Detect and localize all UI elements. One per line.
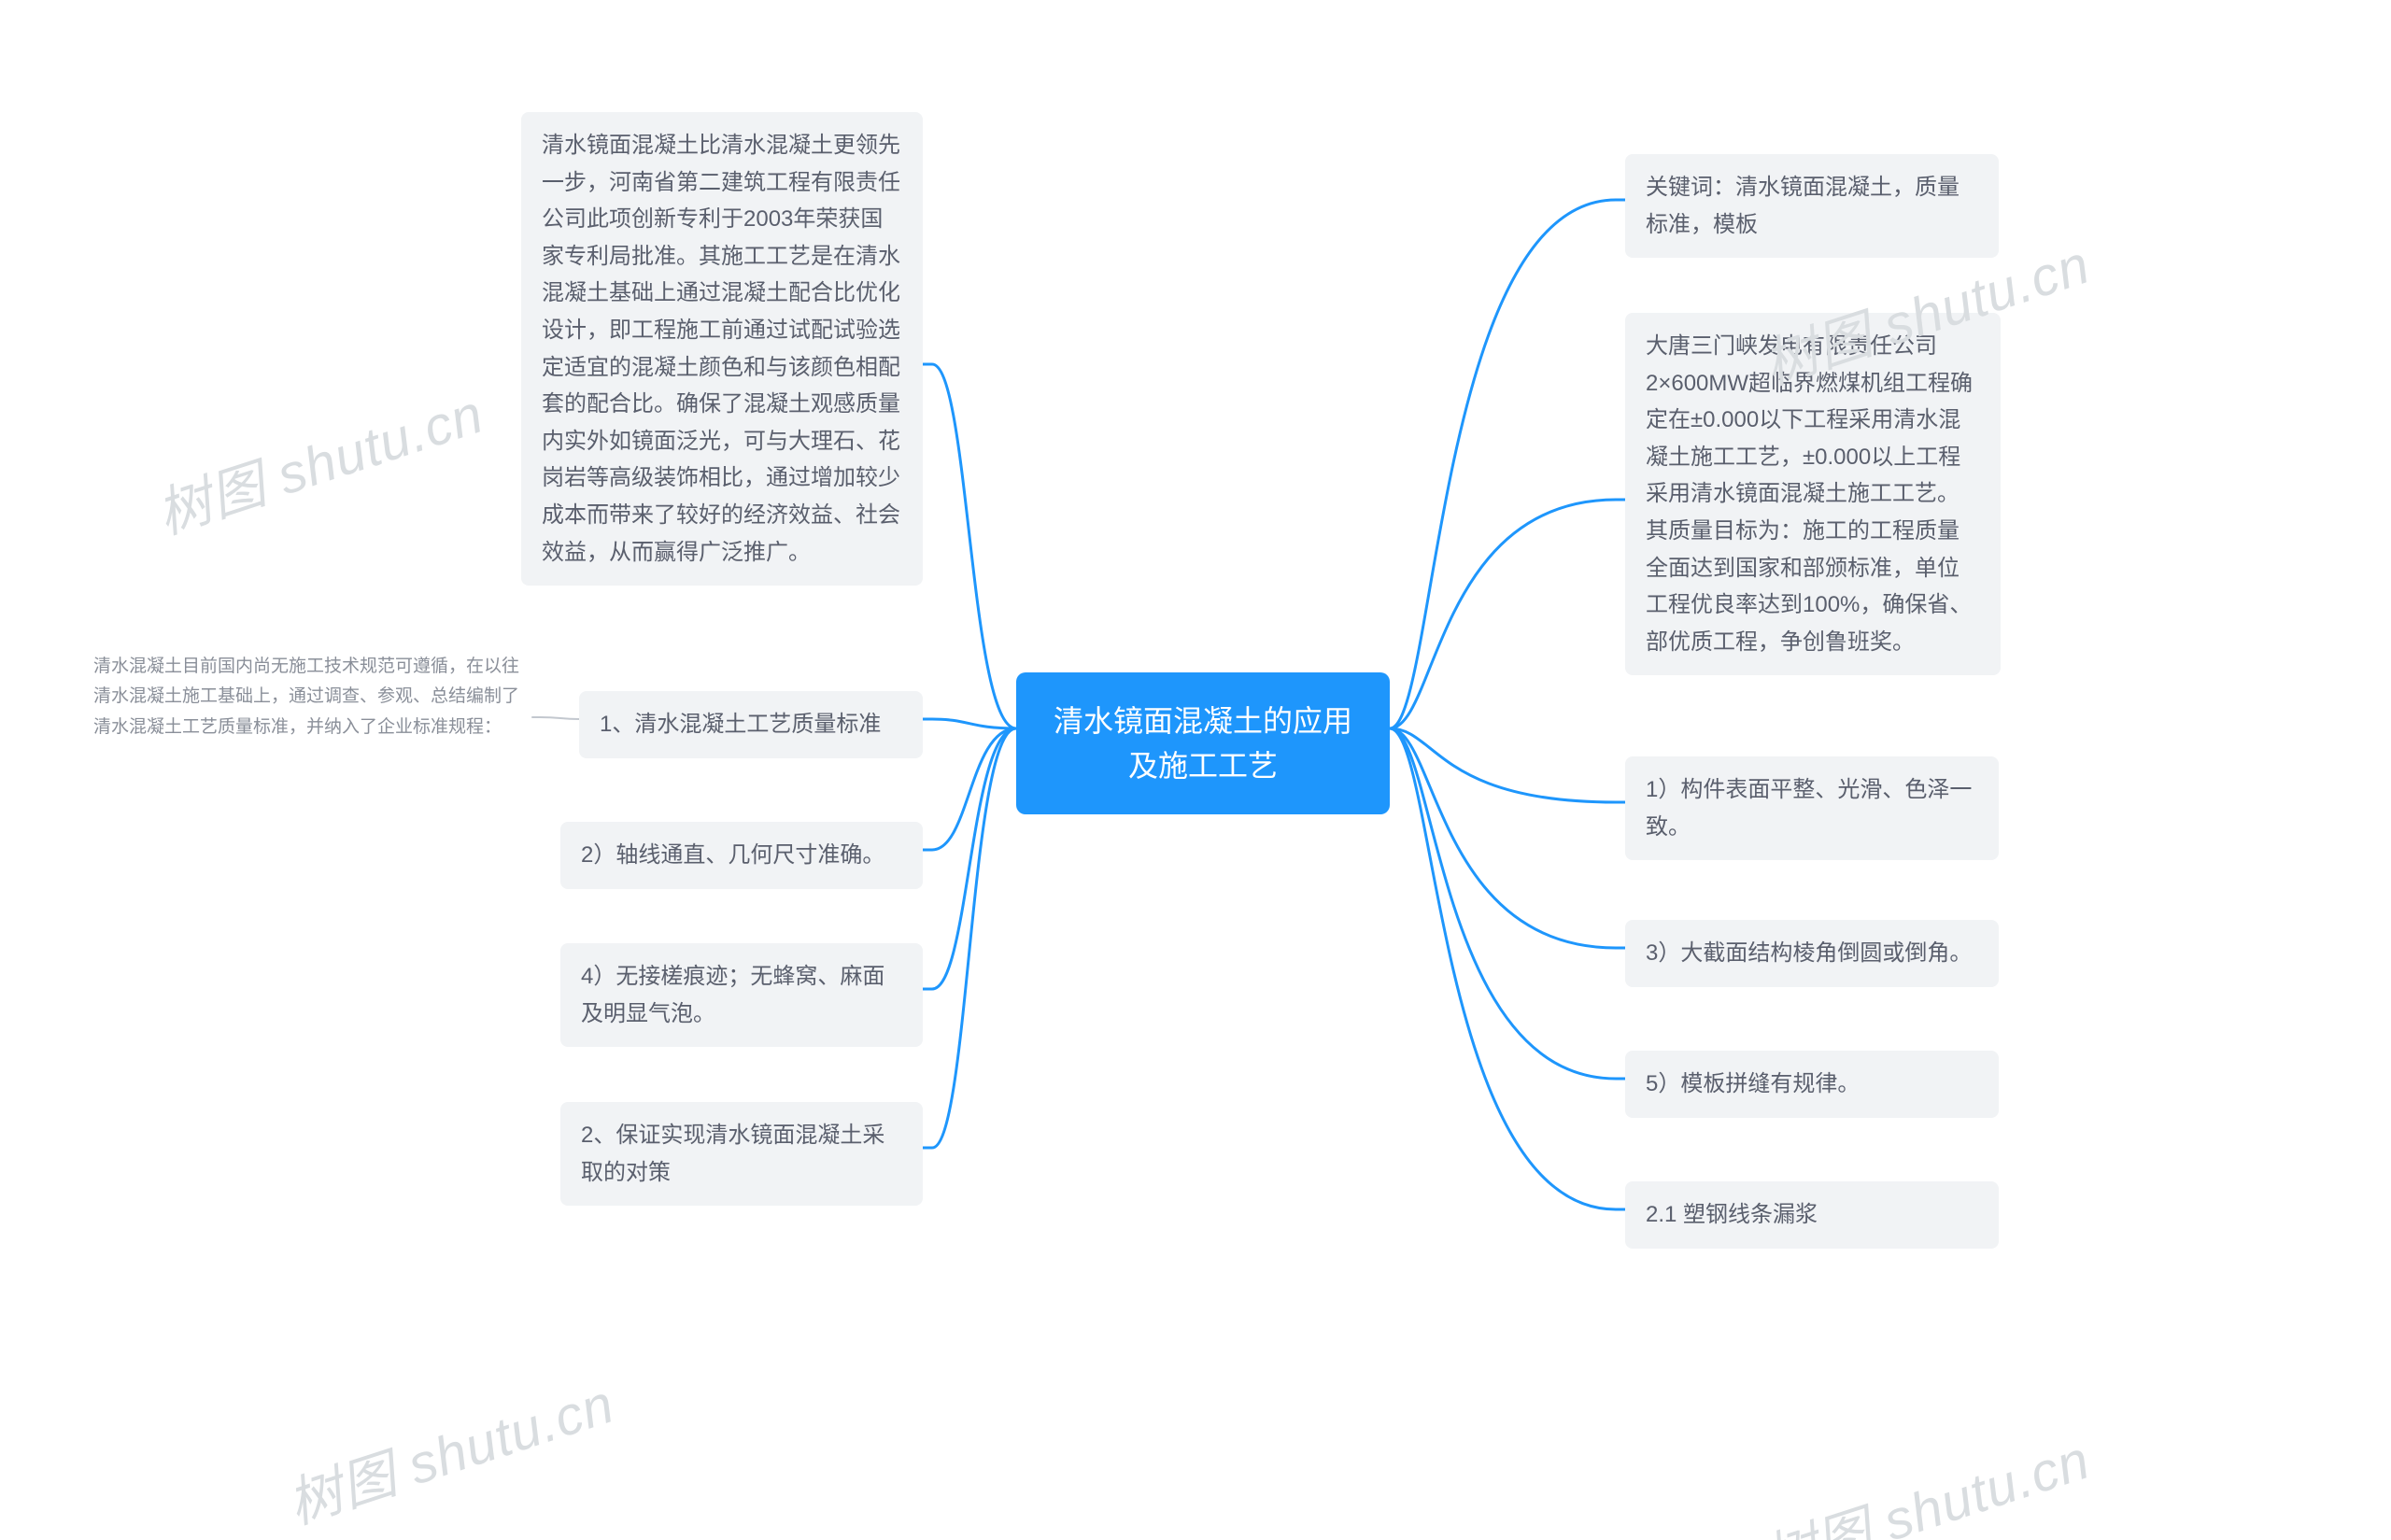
left-node-1[interactable]: 1、清水混凝土工艺质量标准 <box>579 691 923 758</box>
right-node-2[interactable]: 1）构件表面平整、光滑、色泽一致。 <box>1625 756 1999 860</box>
right-node-3[interactable]: 3）大截面结构棱角倒圆或倒角。 <box>1625 920 1999 987</box>
right-node-1[interactable]: 大唐三门峡发电有限责任公司2×600MW超临界燃煤机组工程确定在±0.000以下… <box>1625 313 2001 675</box>
left-node-3[interactable]: 4）无接槎痕迹；无蜂窝、麻面及明显气泡。 <box>560 943 923 1047</box>
right-node-5[interactable]: 2.1 塑钢线条漏浆 <box>1625 1181 1999 1249</box>
watermark-0: 树图 shutu.cn <box>146 370 492 549</box>
left-node-4[interactable]: 2、保证实现清水镜面混凝土采取的对策 <box>560 1102 923 1206</box>
left-node-0[interactable]: 清水镜面混凝土比清水混凝土更领先一步，河南省第二建筑工程有限责任公司此项创新专利… <box>521 112 923 586</box>
watermark-2: 树图 shutu.cn <box>276 1360 623 1539</box>
left-node-2[interactable]: 2）轴线通直、几何尺寸准确。 <box>560 822 923 889</box>
right-node-4[interactable]: 5）模板拼缝有规律。 <box>1625 1051 1999 1118</box>
left-subnode-1: 清水混凝土目前国内尚无施工技术规范可遵循，在以往清水混凝土施工基础上，通过调查、… <box>93 652 532 742</box>
mindmap-canvas: 清水镜面混凝土的应用及施工工艺清水镜面混凝土比清水混凝土更领先一步，河南省第二建… <box>0 0 2391 1540</box>
watermark-3: 树图 shutu.cn <box>1752 1416 2099 1540</box>
right-node-0[interactable]: 关键词：清水镜面混凝土，质量标准，模板 <box>1625 154 1999 258</box>
root-node[interactable]: 清水镜面混凝土的应用及施工工艺 <box>1016 672 1390 814</box>
